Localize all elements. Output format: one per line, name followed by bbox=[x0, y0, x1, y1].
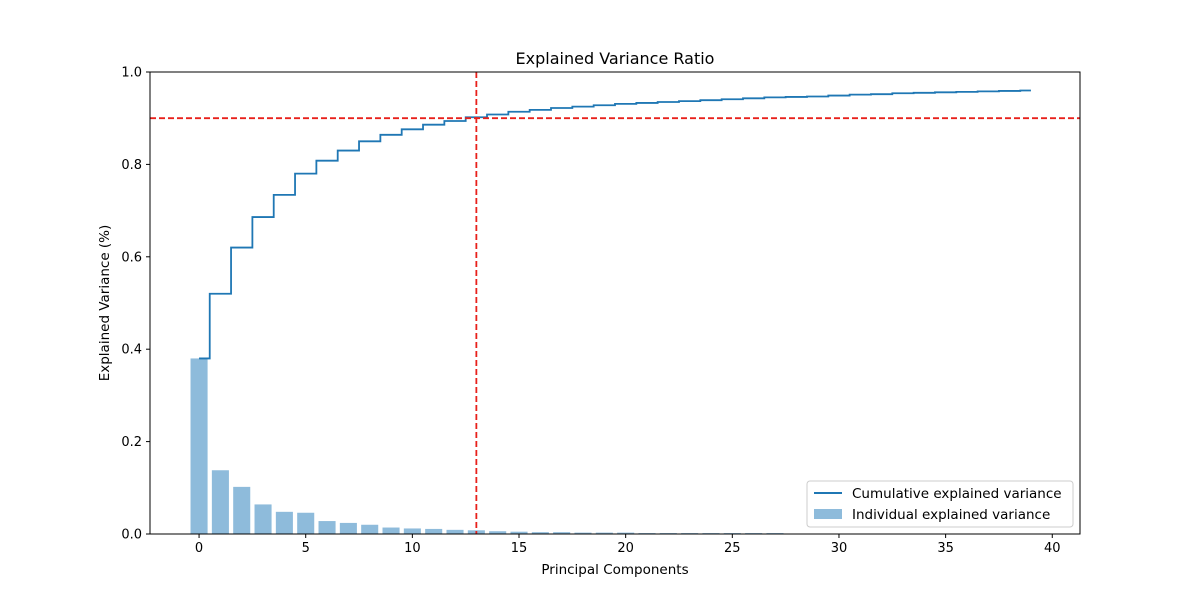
x-tick-label: 35 bbox=[937, 541, 954, 556]
bar-component-7 bbox=[339, 522, 357, 534]
bar-component-18 bbox=[574, 532, 592, 534]
bar-component-9 bbox=[382, 527, 400, 534]
y-axis-title: Explained Variance (%) bbox=[97, 225, 113, 382]
x-tick-label: 40 bbox=[1044, 541, 1061, 556]
bar-component-10 bbox=[403, 528, 421, 534]
x-axis-ticks: 0 5 10 15 20 25 30 35 40 bbox=[195, 534, 1061, 556]
bar-component-8 bbox=[361, 524, 379, 534]
legend-swatch-individual bbox=[814, 509, 842, 519]
bar-component-6 bbox=[318, 521, 336, 534]
x-tick-label: 0 bbox=[195, 541, 203, 556]
bar-component-0 bbox=[190, 358, 208, 534]
y-tick-label: 0.8 bbox=[121, 158, 142, 173]
bar-component-15 bbox=[510, 531, 528, 534]
x-tick-label: 5 bbox=[302, 541, 310, 556]
legend-label-cumulative: Cumulative explained variance bbox=[852, 486, 1062, 502]
y-tick-label: 0.6 bbox=[121, 250, 142, 265]
cumulative-step-line bbox=[199, 89, 1031, 360]
bar-component-17 bbox=[553, 532, 571, 534]
bar-component-14 bbox=[489, 531, 507, 534]
bar-component-12 bbox=[446, 529, 464, 534]
bar-component-3 bbox=[254, 504, 272, 534]
bar-component-5 bbox=[297, 512, 315, 534]
plot-frame bbox=[149, 71, 1081, 535]
bar-component-2 bbox=[233, 486, 251, 534]
legend-box bbox=[806, 480, 1074, 528]
cumulative-step-layer bbox=[199, 89, 1031, 360]
reference-lines-layer bbox=[150, 72, 1080, 534]
bar-component-19 bbox=[595, 532, 613, 534]
legend-label-individual: Individual explained variance bbox=[852, 507, 1050, 523]
bar-component-11 bbox=[425, 528, 443, 534]
bar-component-1 bbox=[211, 470, 229, 534]
y-tick-label: 0.0 bbox=[121, 528, 142, 543]
bar-component-16 bbox=[531, 532, 549, 534]
x-tick-label: 10 bbox=[404, 541, 421, 556]
x-tick-label: 25 bbox=[724, 541, 741, 556]
y-tick-label: 0.4 bbox=[121, 343, 142, 358]
y-tick-label: 0.2 bbox=[121, 435, 142, 450]
y-tick-label: 1.0 bbox=[121, 66, 142, 81]
y-axis-ticks: 0.0 0.2 0.4 0.6 0.8 1.0 bbox=[121, 66, 150, 543]
x-axis-title: Principal Components bbox=[541, 562, 688, 578]
bar-component-20 bbox=[617, 532, 635, 534]
legend: Cumulative explained variance Individual… bbox=[806, 480, 1074, 528]
x-tick-label: 15 bbox=[511, 541, 528, 556]
bar-component-4 bbox=[275, 511, 293, 534]
x-tick-label: 20 bbox=[617, 541, 634, 556]
x-tick-label: 30 bbox=[831, 541, 848, 556]
chart-title: Explained Variance Ratio bbox=[516, 49, 715, 68]
